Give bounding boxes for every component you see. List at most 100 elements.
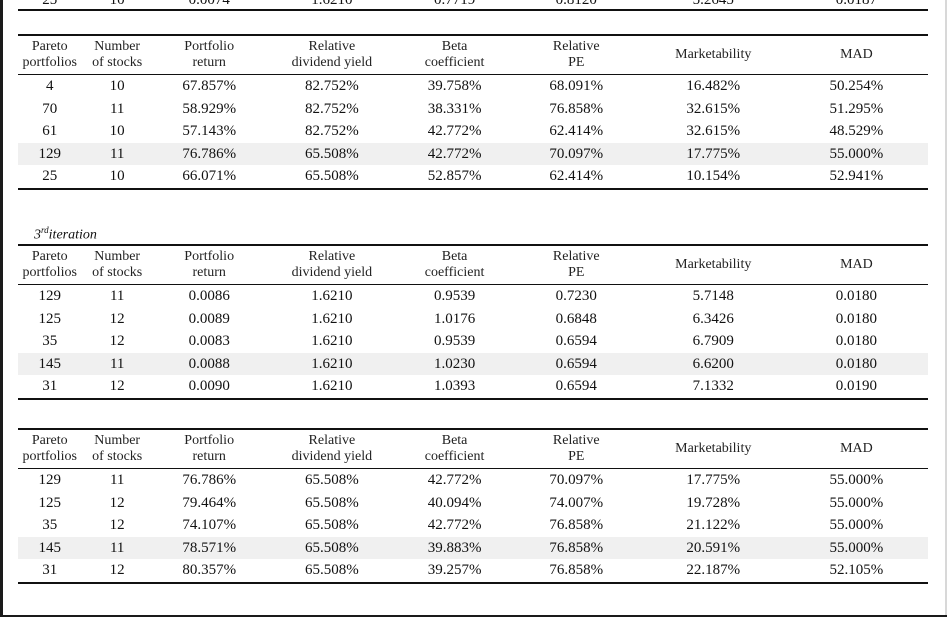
table-cell: 11 [109,472,125,489]
table-cell: 17.775% [641,142,785,165]
table-cell: 76.858% [549,517,604,534]
table-cell: 65.508% [265,142,399,165]
table-cell: 22.187% [641,559,785,584]
table-cell: 145 [18,352,82,375]
table-cell: 19.728% [686,494,741,511]
table-row: 31 12 0.0090 1.6210 1.0393 0.6594 7.1332 0.0190 [18,375,928,400]
header-beta-coefficient: Beta coefficient [398,34,511,75]
table-cell: 1.0393 [398,375,511,400]
table-cell: 48.529% [829,123,884,140]
table-cell: 1.0230 [398,352,511,375]
table-cell: 55.000% [784,536,928,559]
table-cell: 79.464% [182,494,237,511]
table-cell: 66.071% [152,165,266,190]
table-cell: 67.857% [182,78,237,95]
header-beta-coefficient: Beta coefficient [398,244,511,285]
cell: 5.2645 [641,0,785,11]
table-cell: 1.6210 [265,375,399,400]
table-cell: 52.941% [784,165,928,190]
table-2nd-iteration-percent: Pareto portfolios Number of stocks Portfol… [18,34,928,190]
table-row: 25 10 66.071% 65.508% 52.857% 62.414% 10.154% 5… [18,165,928,190]
page-left-edge [0,0,3,617]
table-cell: 1.6210 [311,333,353,350]
table-cell: 55.000% [829,517,884,534]
table-cell: 76.858% [549,100,604,117]
cell: 0.0074 [152,0,266,11]
table-cell: 82.752% [305,123,359,140]
table-row: 129 11 0.0086 1.6210 0.9539 0.7230 5.7148 0.018… [18,285,928,308]
table-cell: 12 [81,559,153,584]
table-cell: 12 [81,375,153,400]
table-cell: 32.615% [686,123,741,140]
table-cell: 39.257% [398,559,511,584]
table-cell: 0.7230 [555,288,597,305]
table-cell: 0.0083 [188,333,230,350]
iteration-label: 3rditeration [34,225,97,243]
table-cell: 76.786% [182,472,237,489]
table-cell: 0.0180 [835,288,878,305]
header-pareto-portfolios: Pareto portfolios [18,428,82,469]
table-cell: 20.591% [641,536,785,559]
header-mad: MAD [784,428,928,469]
table-cell: 65.508% [265,536,399,559]
table-cell: 6.7909 [692,333,734,350]
table-row: 129 11 76.786% 65.508% 42.772% 70.097% 17.775%… [18,142,928,165]
header-relative-pe: Relative PE [510,244,642,285]
table-cell: 65.508% [305,494,359,511]
table-cell: 0.0089 [188,310,230,327]
cell: 10 [81,0,153,11]
table-cell: 1.0176 [433,310,476,327]
table-cell: 42.772% [398,142,511,165]
header-marketability: Marketability [641,244,785,285]
table-cell: 10 [81,165,153,190]
table-cell: 1.6210 [311,310,353,327]
cell: 0.8120 [510,0,642,11]
header-portfolio-return: Portfolio return [152,34,266,75]
cell: 0.0187 [784,0,928,11]
table-cell: 39.758% [427,78,482,95]
table-cell: 125 [38,494,61,511]
table-cell: 11 [81,142,153,165]
table-cell: 0.6594 [555,333,597,350]
table-cell: 61 [42,123,58,140]
table-row: 145 11 78.571% 65.508% 39.883% 76.858% 20.591%… [18,536,928,559]
table-row: 70 11 58.929% 82.752% 38.331% 76.858% 32.615% 5… [18,98,928,121]
table-row: 35 12 0.0083 1.6210 0.9539 0.6594 6.7909 0.0180 [18,330,928,353]
table-row: 145 11 0.0088 1.6210 1.0230 0.6594 6.6200 0.018… [18,352,928,375]
header-number-of-stocks: Number of stocks [81,428,153,469]
table-cell: 74.107% [182,517,237,534]
table-3rd-iteration-percent: Pareto portfolios Number of stocks Portfol… [18,428,928,584]
table-cell: 82.752% [305,100,359,117]
table-cell: 12 [109,494,125,511]
table-cell: 65.508% [305,517,359,534]
table-cell: 129 [18,142,82,165]
header-marketability: Marketability [641,34,785,75]
table-cell: 1.6210 [311,288,353,305]
table-cell: 35 [42,517,58,534]
table-cell: 0.9539 [433,333,476,350]
header-pareto-portfolios: Pareto portfolios [18,244,82,285]
header-beta-coefficient: Beta coefficient [398,428,511,469]
table-cell: 129 [38,472,61,489]
table-cell: 10 [109,123,125,140]
table-cell: 62.414% [549,123,604,140]
header-portfolio-return: Portfolio return [152,428,266,469]
header-pareto-portfolios: Pareto portfolios [18,34,82,75]
table-cell: 10.154% [641,165,785,190]
table-top-partial: 25 10 0.0074 1.6210 0.7719 0.8120 5.2645… [18,0,928,11]
table-cell: 6.3426 [692,310,734,327]
table-cell: 32.615% [686,100,741,117]
table-cell: 55.000% [829,472,884,489]
table-cell: 7.1332 [641,375,785,400]
table-cell: 1.6210 [265,352,399,375]
header-number-of-stocks: Number of stocks [81,34,153,75]
table-row: 125 12 0.0089 1.6210 1.0176 0.6848 6.3426 0.018… [18,308,928,331]
table-cell: 40.094% [427,494,482,511]
table-cell: 52.857% [398,165,511,190]
table-row: 4 10 67.857% 82.752% 39.758% 68.091% 16.482% 50… [18,75,928,98]
header-relative-dividend-yield: Relative dividend yield [265,428,399,469]
cell: 25 [18,0,82,11]
table-cell: 21.122% [686,517,741,534]
table-cell: 10 [109,78,125,95]
table-cell: 0.6594 [510,375,642,400]
